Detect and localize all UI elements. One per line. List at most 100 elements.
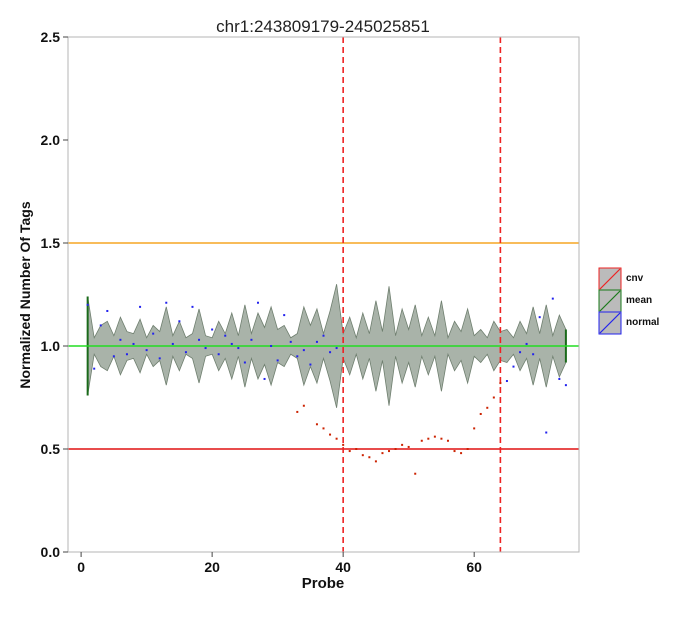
cnv-point xyxy=(460,452,463,455)
normal-point xyxy=(93,367,96,370)
normal-point xyxy=(178,320,181,323)
cnv-point xyxy=(374,460,377,463)
normal-point xyxy=(184,351,187,354)
normal-point xyxy=(86,303,89,306)
cnv-point xyxy=(315,423,318,426)
cnv-point xyxy=(407,445,410,448)
normal-point xyxy=(99,324,102,327)
legend-label: normal xyxy=(626,317,660,328)
x-tick-label: 60 xyxy=(466,559,482,575)
cnv-point xyxy=(453,450,456,453)
normal-point xyxy=(525,342,528,345)
normal-point xyxy=(276,359,279,362)
normal-point xyxy=(230,342,233,345)
y-tick-label: 1.5 xyxy=(41,235,61,251)
normal-point xyxy=(224,334,227,337)
cnv-point xyxy=(466,448,469,450)
normal-point xyxy=(322,334,325,337)
normal-point xyxy=(329,351,332,354)
normal-point xyxy=(112,355,115,358)
data-points xyxy=(86,297,567,475)
normal-point xyxy=(302,349,305,352)
normal-point xyxy=(217,353,220,356)
legend-label: cnv xyxy=(626,273,644,284)
cnv-point xyxy=(414,472,417,475)
y-tick-label: 0.5 xyxy=(41,441,61,457)
cnv-point xyxy=(427,437,430,440)
x-tick-label: 40 xyxy=(335,559,351,575)
y-tick-label: 1.0 xyxy=(41,338,61,354)
normal-point xyxy=(198,338,201,341)
cnv-point xyxy=(446,439,449,442)
cnv-point xyxy=(342,443,345,446)
normal-point xyxy=(289,340,292,343)
y-tick-label: 2.0 xyxy=(41,132,61,148)
cnv-point xyxy=(348,450,351,453)
plot-frame xyxy=(67,36,580,553)
legend-key-slash xyxy=(599,268,621,290)
normal-point xyxy=(204,347,207,350)
cnv-point xyxy=(296,410,299,413)
cnv-point xyxy=(322,427,325,430)
y-axis-label: Normalized Number Of Tags xyxy=(17,201,33,388)
x-tick-label: 0 xyxy=(77,559,85,575)
normal-point xyxy=(532,353,535,356)
legend-label: mean xyxy=(626,295,652,306)
cnv-point xyxy=(499,382,502,385)
cnv-point xyxy=(368,456,371,459)
cnv-point xyxy=(433,435,436,438)
normal-point xyxy=(263,377,266,380)
normal-point xyxy=(519,351,522,354)
legend-key-slash xyxy=(599,290,621,312)
x-axis-label: Probe xyxy=(302,575,345,592)
normal-point xyxy=(538,316,541,319)
normal-point xyxy=(158,357,161,360)
cnv-point xyxy=(473,427,476,430)
cnv-point xyxy=(492,396,495,399)
normal-point xyxy=(512,365,515,368)
normal-point xyxy=(132,342,135,345)
x-tick-label: 20 xyxy=(204,559,220,575)
normal-point xyxy=(564,384,567,387)
normal-point xyxy=(256,301,259,304)
normal-point xyxy=(139,305,142,308)
normal-point xyxy=(152,332,155,335)
cnv-point xyxy=(302,404,305,407)
normal-point xyxy=(505,380,508,383)
cnv-point xyxy=(381,452,384,455)
cnv-point xyxy=(420,439,423,442)
legend: cnv mean normal xyxy=(598,267,660,335)
normal-point xyxy=(119,338,122,341)
cnv-point xyxy=(394,448,397,450)
normal-point xyxy=(237,347,240,350)
legend-key-slash xyxy=(599,312,621,334)
normal-point xyxy=(191,305,194,308)
y-tick-label: 0.0 xyxy=(41,544,61,560)
normal-point xyxy=(551,297,554,300)
normal-point xyxy=(309,363,312,366)
y-tick-label: 2.5 xyxy=(41,29,61,45)
cnv-point xyxy=(486,406,489,409)
cnv-point xyxy=(355,448,358,450)
axes: 0 20 40 60 0.0 0.5 1.0 1.5 2.0 2.5 xyxy=(41,29,580,575)
threshold-lines xyxy=(68,242,579,450)
cnv-point xyxy=(440,437,443,440)
normal-point xyxy=(296,355,299,358)
normal-point xyxy=(270,345,273,347)
normal-point xyxy=(145,349,148,352)
cnv-point xyxy=(388,450,391,453)
cnv-point xyxy=(361,454,364,457)
normal-point xyxy=(165,301,168,304)
normal-point xyxy=(211,328,214,331)
normal-point xyxy=(315,340,318,343)
cnv-point xyxy=(479,412,482,415)
normal-point xyxy=(545,431,548,434)
normal-point xyxy=(125,353,128,356)
normal-point xyxy=(243,361,246,364)
cnv-point xyxy=(329,433,332,436)
normal-point xyxy=(250,338,253,341)
normal-point xyxy=(106,309,109,312)
chart-title: chr1:243809179-245025851 xyxy=(216,17,430,36)
normal-point xyxy=(283,314,286,317)
